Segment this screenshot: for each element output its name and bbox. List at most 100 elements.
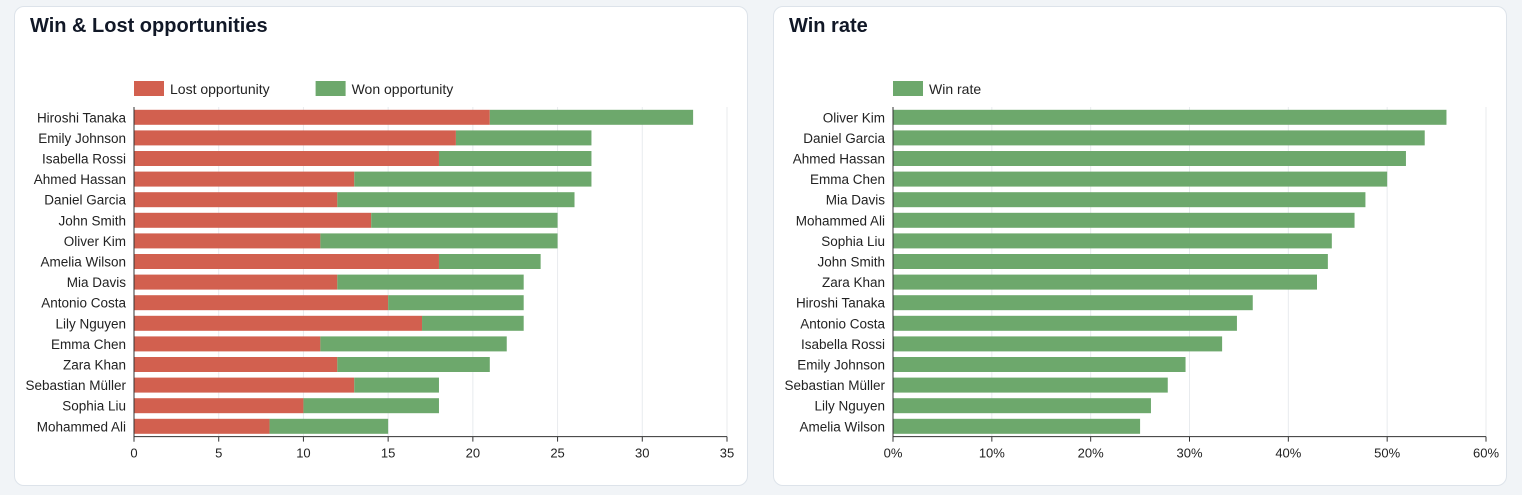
bar-lost-opportunity-emily-johnson — [134, 130, 456, 146]
bar-lost-opportunity-lily-nguyen — [134, 315, 423, 331]
x-tick-label: 20 — [466, 446, 480, 461]
bar-won-opportunity-antonio-costa — [388, 295, 524, 311]
category-label: Isabella Rossi — [801, 337, 885, 352]
category-label: Sebastian Müller — [784, 378, 885, 393]
category-label: Daniel Garcia — [803, 131, 885, 146]
bar-win-rate-sophia-liu — [893, 233, 1332, 249]
bar-win-rate-oliver-kim — [893, 109, 1447, 125]
category-label: Emma Chen — [810, 172, 885, 187]
bar-lost-opportunity-isabella-rossi — [134, 151, 439, 166]
win-rate-title: Win rate — [789, 15, 868, 37]
category-label: Daniel Garcia — [44, 193, 126, 208]
category-label: Amelia Wilson — [799, 419, 885, 434]
bar-won-opportunity-isabella-rossi — [438, 151, 592, 166]
bar-won-opportunity-mia-davis — [337, 274, 524, 290]
category-label: Mohammed Ali — [796, 213, 885, 228]
x-tick-label: 30% — [1176, 446, 1202, 461]
category-label: Antonio Costa — [41, 296, 126, 311]
category-label: Ahmed Hassan — [34, 172, 126, 187]
x-tick-label: 35 — [720, 446, 734, 461]
legend-label-lost-opportunity: Lost opportunity — [170, 81, 270, 97]
legend-swatch-lost-opportunity — [134, 81, 164, 96]
category-label: Hiroshi Tanaka — [37, 110, 127, 125]
bar-lost-opportunity-oliver-kim — [134, 233, 321, 249]
x-tick-label: 10 — [296, 446, 310, 461]
x-tick-label: 0 — [130, 446, 137, 461]
bar-win-rate-sebastian-m-ller — [893, 377, 1168, 393]
category-label: Zara Khan — [822, 275, 885, 290]
bar-lost-opportunity-sebastian-m-ller — [134, 377, 355, 393]
bar-win-rate-emily-johnson — [893, 357, 1186, 372]
bar-won-opportunity-mohammed-ali — [269, 418, 389, 434]
category-label: John Smith — [817, 255, 885, 270]
bar-won-opportunity-daniel-garcia — [337, 192, 575, 208]
legend-swatch-won-opportunity — [315, 81, 346, 96]
category-label: John Smith — [58, 213, 126, 228]
category-label: Amelia Wilson — [40, 255, 126, 270]
bar-lost-opportunity-antonio-costa — [134, 295, 389, 311]
bar-won-opportunity-emma-chen — [320, 336, 507, 352]
bar-lost-opportunity-mia-davis — [134, 274, 338, 290]
win-lost-chart: Lost opportunity Won opportunity Hiroshi T… — [25, 81, 734, 461]
category-label: Zara Khan — [63, 358, 126, 373]
bar-win-rate-john-smith — [893, 254, 1328, 269]
category-label: Emily Johnson — [797, 358, 885, 373]
x-tick-label: 50% — [1374, 446, 1400, 461]
category-label: Sebastian Müller — [25, 378, 126, 393]
category-label: Lily Nguyen — [814, 399, 885, 414]
category-label: Hiroshi Tanaka — [796, 296, 886, 311]
bar-win-rate-mohammed-ali — [893, 212, 1355, 228]
bar-win-rate-hiroshi-tanaka — [893, 295, 1253, 311]
bar-won-opportunity-lily-nguyen — [422, 315, 524, 331]
legend-label-win-rate: Win rate — [929, 81, 981, 97]
bar-won-opportunity-emily-johnson — [455, 130, 592, 146]
win-lost-title: Win & Lost opportunities — [30, 15, 268, 37]
bar-won-opportunity-john-smith — [371, 212, 558, 228]
x-tick-label: 15 — [381, 446, 395, 461]
x-tick-label: 30 — [635, 446, 649, 461]
x-tick-label: 25 — [550, 446, 564, 461]
category-label: Sophia Liu — [62, 399, 126, 414]
bar-win-rate-emma-chen — [893, 171, 1388, 187]
category-label: Emily Johnson — [38, 131, 126, 146]
category-label: Lily Nguyen — [55, 316, 126, 331]
legend-swatch-win-rate — [893, 81, 923, 96]
bar-win-rate-amelia-wilson — [893, 418, 1141, 434]
bar-lost-opportunity-zara-khan — [134, 357, 338, 372]
x-tick-label: 5 — [215, 446, 222, 461]
category-label: Ahmed Hassan — [793, 152, 885, 167]
legend-label-won-opportunity: Won opportunity — [352, 81, 454, 97]
win-rate-card: Win rate Win rate Oliver Kim Daniel Garcia… — [773, 6, 1507, 486]
category-label: Sophia Liu — [821, 234, 885, 249]
bar-win-rate-lily-nguyen — [893, 398, 1151, 414]
x-tick-label: 60% — [1473, 446, 1499, 461]
bar-win-rate-ahmed-hassan — [893, 151, 1406, 166]
category-label: Oliver Kim — [823, 110, 885, 125]
x-tick-label: 10% — [979, 446, 1005, 461]
x-tick-label: 40% — [1275, 446, 1301, 461]
bar-won-opportunity-sophia-liu — [303, 398, 439, 414]
bar-win-rate-daniel-garcia — [893, 130, 1425, 146]
bar-win-rate-isabella-rossi — [893, 336, 1223, 352]
bar-win-rate-mia-davis — [893, 192, 1366, 208]
bar-won-opportunity-zara-khan — [337, 357, 490, 372]
category-label: Mohammed Ali — [37, 419, 126, 434]
bar-lost-opportunity-amelia-wilson — [134, 254, 439, 269]
bar-lost-opportunity-daniel-garcia — [134, 192, 338, 208]
bar-won-opportunity-hiroshi-tanaka — [489, 109, 694, 125]
category-label: Isabella Rossi — [42, 152, 126, 167]
bar-won-opportunity-oliver-kim — [320, 233, 558, 249]
bar-win-rate-antonio-costa — [893, 315, 1237, 331]
x-tick-label: 0% — [884, 446, 903, 461]
bar-won-opportunity-ahmed-hassan — [354, 171, 592, 187]
category-label: Mia Davis — [67, 275, 127, 290]
category-label: Oliver Kim — [64, 234, 126, 249]
bar-won-opportunity-amelia-wilson — [438, 254, 541, 269]
win-lost-card: Win & Lost opportunities Lost opportunit… — [14, 6, 748, 486]
bar-lost-opportunity-sophia-liu — [134, 398, 304, 414]
bar-lost-opportunity-ahmed-hassan — [134, 171, 355, 187]
bar-lost-opportunity-hiroshi-tanaka — [134, 109, 490, 125]
win-rate-chart: Win rate Oliver Kim Daniel Garcia Ahmed Has… — [784, 81, 1499, 461]
bar-lost-opportunity-john-smith — [134, 212, 372, 228]
bar-lost-opportunity-emma-chen — [134, 336, 321, 352]
